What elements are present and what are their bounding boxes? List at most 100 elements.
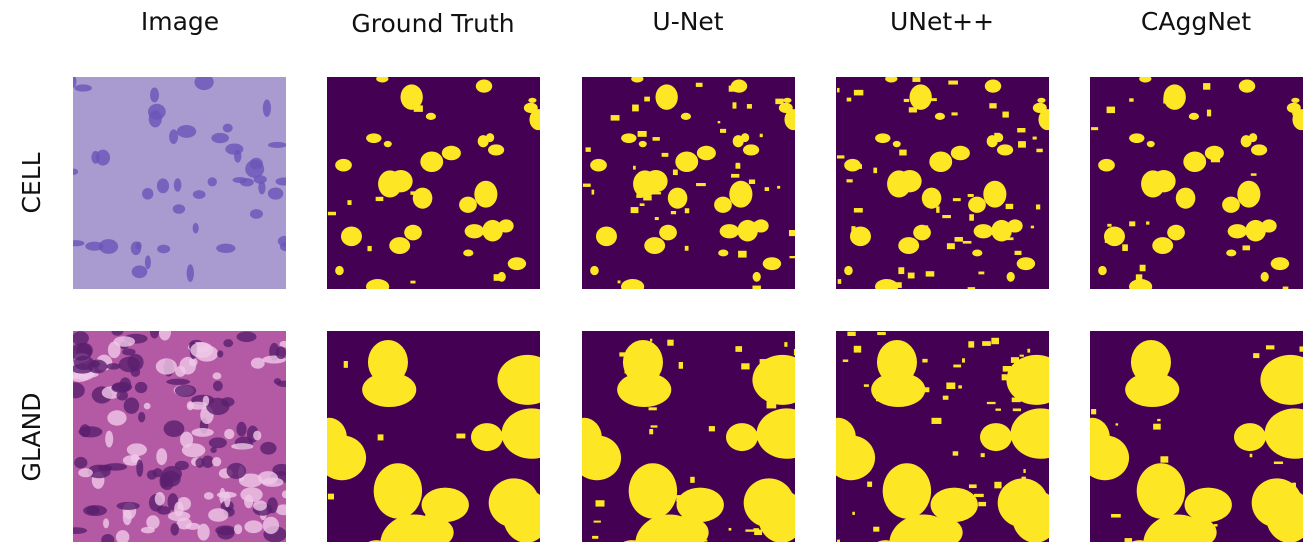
mask-speck	[846, 97, 852, 102]
mask-blob	[1129, 279, 1153, 289]
mask-speck	[923, 387, 930, 393]
tissue-blob	[91, 150, 100, 164]
mask-blob	[498, 219, 514, 233]
tissue-blob	[172, 204, 186, 214]
mask-blob	[1175, 187, 1196, 209]
mask-blob	[1291, 97, 1300, 103]
mask-blob	[628, 463, 678, 519]
mask-speck	[456, 433, 466, 439]
mask-speck	[678, 362, 684, 369]
tissue-blob	[267, 187, 284, 200]
mask-speck	[942, 395, 949, 400]
mask-speck	[661, 152, 669, 157]
tissue-blob	[111, 383, 131, 393]
mask-speck	[1002, 366, 1012, 372]
mask-speck	[787, 417, 795, 424]
mask-speck	[1091, 409, 1097, 415]
mask-speck	[639, 203, 645, 207]
mask-background	[327, 77, 540, 289]
tissue-blob	[126, 443, 147, 457]
mask-speck	[591, 189, 595, 195]
mask-speck	[1006, 237, 1014, 241]
image-tile	[327, 331, 540, 543]
mask-speck	[732, 102, 737, 109]
tissue-blob	[236, 331, 257, 343]
mask-speck	[1160, 501, 1169, 504]
mask-blob	[1037, 97, 1046, 103]
row-label: GLAND	[17, 393, 46, 482]
mask-speck	[951, 112, 958, 116]
tissue-blob	[163, 420, 185, 438]
mask-speck	[690, 532, 700, 539]
tissue-blob	[156, 178, 170, 194]
mask-speck	[899, 149, 907, 156]
mask-speck	[681, 513, 689, 520]
mask-background	[1090, 77, 1303, 289]
mask-speck	[969, 214, 974, 221]
tissue-blob	[236, 421, 247, 437]
mask-speck	[595, 500, 605, 507]
column-header: CAggNet	[1141, 7, 1251, 36]
mask-speck	[696, 183, 706, 187]
tissue-blob	[281, 490, 286, 499]
mask-blob	[898, 237, 920, 255]
mask-blob	[1098, 265, 1107, 276]
tissue-blob	[95, 149, 111, 166]
mask-speck	[991, 337, 999, 345]
mask-blob	[464, 224, 485, 239]
mask-background	[836, 77, 1049, 289]
tissue-blob	[155, 358, 177, 375]
tissue-blob	[73, 77, 77, 88]
mask-speck	[1203, 83, 1211, 90]
image-tile	[836, 331, 1049, 543]
mask-blob	[631, 77, 644, 83]
mask-speck	[770, 367, 775, 371]
mask-speck	[925, 225, 929, 231]
mask-blob	[972, 249, 983, 257]
tissue-blob	[190, 342, 214, 358]
tissue-blob	[122, 455, 142, 466]
tissue-blob	[181, 443, 206, 458]
mask-speck	[1036, 148, 1043, 153]
tissue-blob	[158, 331, 171, 341]
tissue-blob	[262, 516, 280, 535]
mask-speck	[654, 217, 659, 221]
mask-blob	[1146, 140, 1155, 148]
mask-speck	[793, 349, 795, 356]
mask-speck	[652, 137, 660, 141]
tissue-blob	[73, 527, 88, 534]
mask-blob	[991, 219, 1012, 242]
mask-blob	[885, 77, 898, 83]
mask-speck	[654, 522, 658, 526]
mask-speck	[1265, 345, 1275, 350]
tissue-blob	[85, 241, 104, 251]
mask-speck	[367, 245, 372, 252]
mask-blob	[477, 135, 489, 148]
mask-speck	[714, 499, 719, 505]
mask-blob	[475, 79, 493, 93]
mask-speck	[1146, 221, 1150, 225]
mask-blob	[1163, 84, 1186, 110]
mask-blob	[1184, 487, 1232, 523]
mask-blob	[362, 372, 417, 408]
mask-blob	[913, 224, 931, 241]
tissue-blob	[116, 501, 140, 510]
mask-blob	[756, 408, 795, 459]
mask-blob	[404, 224, 422, 241]
mask-speck	[754, 529, 763, 536]
mask-speck	[327, 493, 335, 500]
mask-speck	[1282, 286, 1289, 289]
column-header: Image	[141, 7, 219, 36]
mask-speck	[1091, 127, 1099, 131]
mask-blob	[639, 532, 669, 543]
mask-blob	[1167, 224, 1185, 241]
tissue-blob	[194, 77, 214, 91]
tissue-blob	[176, 124, 197, 138]
mask-blob	[400, 84, 423, 110]
mask-background	[582, 77, 795, 289]
tissue-blob	[148, 103, 166, 120]
mask-blob	[367, 339, 408, 385]
mask-speck	[664, 479, 670, 482]
mask-blob	[757, 489, 795, 543]
